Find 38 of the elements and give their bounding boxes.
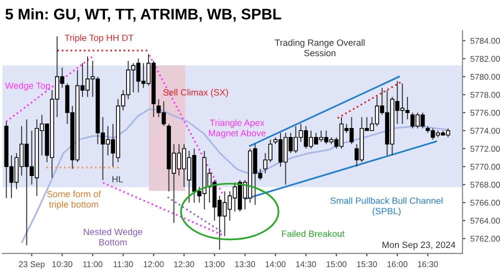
x-tick-label: 13:00 xyxy=(204,261,225,268)
x-tick-label: 12:30 xyxy=(174,261,194,268)
annotation: Nested Wedge Bottom xyxy=(84,228,142,246)
x-tick-label: 14:30 xyxy=(296,261,316,268)
x-tick-label: 11:00 xyxy=(83,261,102,268)
y-tick-label: 5776.00 xyxy=(470,110,500,116)
x-tick-label: 16:30 xyxy=(418,261,438,268)
x-tick-label: 12:00 xyxy=(144,261,164,268)
x-tick-label: 16:00 xyxy=(388,261,408,268)
y-tick-label: 5774.00 xyxy=(470,128,500,134)
y-tick-label: 5762.00 xyxy=(470,236,500,242)
y-tick-label: 5766.00 xyxy=(470,200,500,206)
x-tick-label: 23 Sep xyxy=(18,261,45,269)
annotation: Trading Range Overall Session xyxy=(274,39,365,56)
y-tick-label: 5782.00 xyxy=(470,56,500,62)
y-tick-label: 5772.00 xyxy=(470,146,500,152)
x-tick-label: 10:30 xyxy=(52,261,72,268)
annotation: Wedge Top xyxy=(5,82,50,91)
x-tick-label: 15:00 xyxy=(326,261,346,268)
annotation: HL xyxy=(112,176,123,182)
x-tick-label: 15:30 xyxy=(357,261,377,268)
y-tick-label: 5780.00 xyxy=(470,74,500,80)
y-tick-label: 5768.00 xyxy=(470,182,500,188)
y-tick-label: 5778.00 xyxy=(470,92,500,98)
annotation: Some form of triple bottom xyxy=(47,190,101,210)
y-tick-label: 5764.00 xyxy=(470,218,500,224)
x-tick-label: 11:30 xyxy=(114,261,133,268)
y-tick-label: 5770.00 xyxy=(470,164,500,170)
annotation: Triangle Apex Magnet Above xyxy=(208,119,266,138)
chart-title: 5 Min: GU, WT, TT, ATRIMB, WB, SPBL xyxy=(5,8,282,22)
y-tick-label: 5784.00 xyxy=(470,38,500,44)
annotation: Sell Climax (SX) xyxy=(163,88,228,98)
annotation: Small Pullback Bull Channel (SPBL) xyxy=(330,197,442,216)
annotation: Failed Breakout xyxy=(282,230,345,237)
x-tick-label: 14:00 xyxy=(266,261,286,268)
annotation: Mon Sep 23, 2024 xyxy=(382,242,456,250)
x-tick-label: 13:30 xyxy=(235,261,256,268)
annotation: Triple Top HH DT xyxy=(64,34,134,43)
